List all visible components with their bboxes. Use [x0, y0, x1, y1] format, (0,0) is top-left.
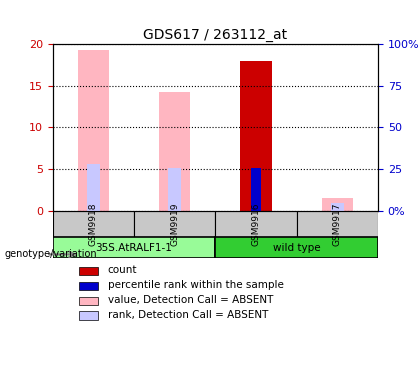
- Text: count: count: [108, 265, 137, 275]
- Title: GDS617 / 263112_at: GDS617 / 263112_at: [143, 27, 287, 41]
- Text: GSM9916: GSM9916: [252, 202, 260, 246]
- Bar: [322, 198, 353, 211]
- Bar: [331, 203, 344, 211]
- Bar: [251, 168, 261, 211]
- Bar: [79, 267, 98, 275]
- FancyBboxPatch shape: [215, 237, 378, 258]
- FancyBboxPatch shape: [134, 211, 215, 237]
- Bar: [240, 61, 272, 211]
- Text: genotype/variation: genotype/variation: [4, 249, 97, 259]
- Text: wild type: wild type: [273, 243, 320, 253]
- Text: value, Detection Call = ABSENT: value, Detection Call = ABSENT: [108, 295, 273, 305]
- FancyBboxPatch shape: [52, 237, 215, 258]
- Text: 35S.AtRALF1-1: 35S.AtRALF1-1: [95, 243, 172, 253]
- Bar: [78, 50, 109, 211]
- Text: percentile rank within the sample: percentile rank within the sample: [108, 280, 284, 290]
- FancyBboxPatch shape: [297, 211, 378, 237]
- FancyBboxPatch shape: [52, 211, 134, 237]
- Text: GSM9919: GSM9919: [170, 202, 179, 246]
- Bar: [168, 168, 181, 211]
- FancyBboxPatch shape: [215, 211, 297, 237]
- Bar: [79, 282, 98, 290]
- Text: GSM9917: GSM9917: [333, 202, 342, 246]
- Text: rank, Detection Call = ABSENT: rank, Detection Call = ABSENT: [108, 310, 268, 320]
- Text: GSM9918: GSM9918: [89, 202, 98, 246]
- Bar: [159, 92, 190, 211]
- Bar: [87, 164, 100, 211]
- Bar: [79, 296, 98, 305]
- Bar: [79, 311, 98, 320]
